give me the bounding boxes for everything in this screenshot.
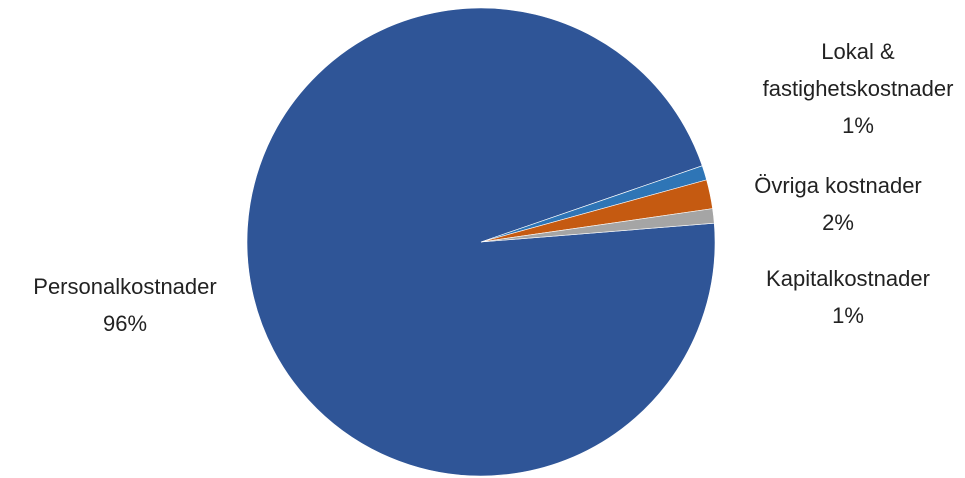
value-label: 96% <box>102 311 148 336</box>
category-label: Lokal & fastighetskostnader <box>762 39 954 101</box>
value-label: 1% <box>832 303 864 328</box>
value-label: 1% <box>842 113 874 138</box>
category-label: Kapitalkostnader <box>766 266 930 291</box>
data-label: Kapitalkostnader 1% <box>738 260 958 334</box>
category-label: Personalkostnader <box>33 274 217 299</box>
data-label: Övriga kostnader 2% <box>728 167 948 241</box>
category-label: Övriga kostnader <box>754 173 922 198</box>
data-label: Lokal & fastighetskostnader 1% <box>753 33 963 144</box>
pie-slice <box>480 208 715 243</box>
pie-slice <box>246 7 716 477</box>
data-label: Personalkostnader 96% <box>0 268 255 342</box>
value-label: 2% <box>822 210 854 235</box>
